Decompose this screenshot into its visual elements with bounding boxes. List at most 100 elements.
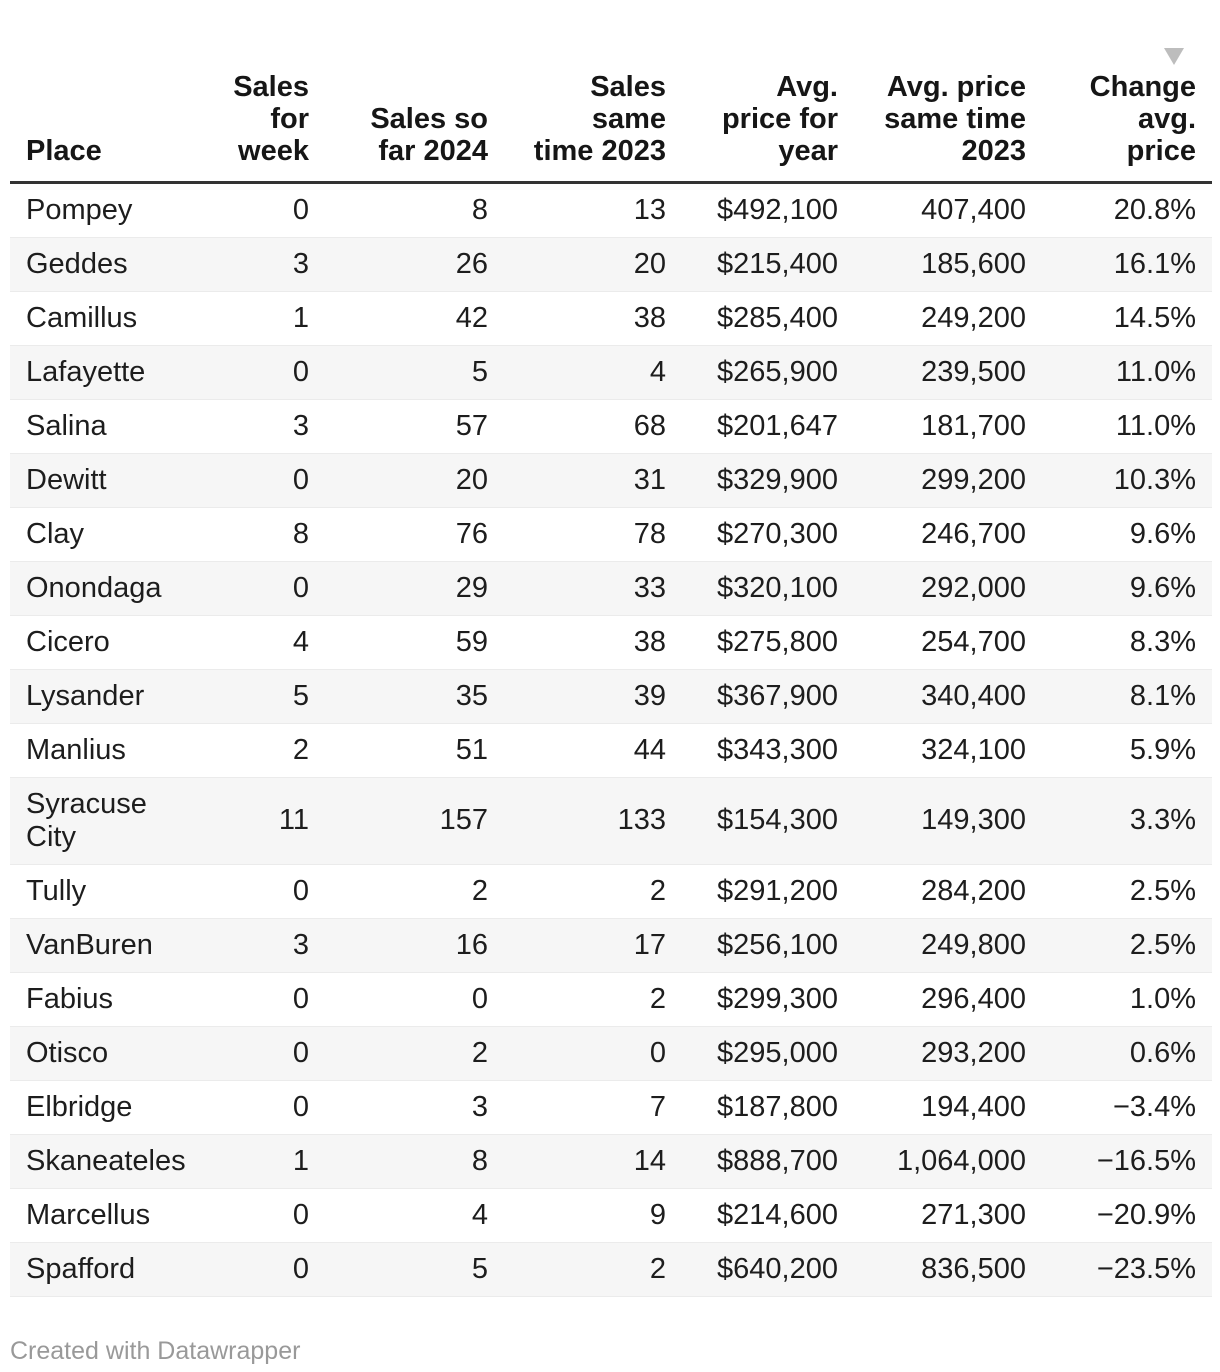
cell-place: Otisco — [10, 1026, 200, 1081]
cell-sales_so_far_2024: 35 — [325, 669, 504, 724]
cell-place: Syracuse City — [10, 777, 200, 865]
cell-change_avg_price: 8.3% — [1042, 615, 1212, 670]
cell-avg_price_same_time_2023: 271,300 — [854, 1188, 1042, 1243]
cell-avg_price_same_time_2023: 293,200 — [854, 1026, 1042, 1081]
cell-sales_so_far_2024: 59 — [325, 615, 504, 670]
column-header-avg-price-same-time-2023[interactable]: Avg. price same time 2023 — [854, 0, 1042, 184]
cell-change_avg_price: 1.0% — [1042, 972, 1212, 1027]
cell-change_avg_price: −20.9% — [1042, 1188, 1212, 1243]
cell-avg_price_same_time_2023: 292,000 — [854, 561, 1042, 616]
cell-sales_same_time_2023: 39 — [504, 669, 682, 724]
cell-place: VanBuren — [10, 918, 200, 973]
column-header-change-avg-price[interactable]: Change avg. price — [1042, 0, 1212, 184]
cell-sales_same_time_2023: 17 — [504, 918, 682, 973]
cell-avg_price_for_year: $285,400 — [682, 291, 854, 346]
column-header-avg-price-for-year[interactable]: Avg. price for year — [682, 0, 854, 184]
cell-sales_same_time_2023: 2 — [504, 972, 682, 1027]
table-row: Camillus 1 42 38 $285,400 249,200 14.5% — [10, 291, 1212, 346]
cell-avg_price_same_time_2023: 254,700 — [854, 615, 1042, 670]
cell-sales_so_far_2024: 2 — [325, 864, 504, 919]
cell-sales_for_week: 2 — [200, 723, 325, 778]
table-row: Otisco 0 2 0 $295,000 293,200 0.6% — [10, 1026, 1212, 1081]
cell-change_avg_price: 9.6% — [1042, 507, 1212, 562]
cell-change_avg_price: 0.6% — [1042, 1026, 1212, 1081]
column-header-label: Change avg. price — [1089, 70, 1196, 167]
column-header-sales-for-week[interactable]: Sales for week — [200, 0, 325, 184]
table-row: Dewitt 0 20 31 $329,900 299,200 10.3% — [10, 453, 1212, 508]
cell-change_avg_price: −23.5% — [1042, 1242, 1212, 1297]
table-row: Onondaga 0 29 33 $320,100 292,000 9.6% — [10, 561, 1212, 616]
cell-place: Pompey — [10, 182, 200, 238]
cell-place: Clay — [10, 507, 200, 562]
cell-sales_so_far_2024: 26 — [325, 237, 504, 292]
cell-avg_price_same_time_2023: 299,200 — [854, 453, 1042, 508]
cell-change_avg_price: 9.6% — [1042, 561, 1212, 616]
cell-sales_for_week: 11 — [200, 777, 325, 865]
cell-change_avg_price: 11.0% — [1042, 399, 1212, 454]
table-row: Syracuse City 11 157 133 $154,300 149,300 3.3% — [10, 777, 1212, 865]
cell-avg_price_same_time_2023: 284,200 — [854, 864, 1042, 919]
cell-avg_price_for_year: $888,700 — [682, 1134, 854, 1189]
cell-place: Geddes — [10, 237, 200, 292]
cell-change_avg_price: 11.0% — [1042, 345, 1212, 400]
cell-change_avg_price: 2.5% — [1042, 864, 1212, 919]
cell-sales_same_time_2023: 2 — [504, 1242, 682, 1297]
cell-avg_price_for_year: $343,300 — [682, 723, 854, 778]
cell-avg_price_same_time_2023: 239,500 — [854, 345, 1042, 400]
cell-change_avg_price: 10.3% — [1042, 453, 1212, 508]
cell-sales_for_week: 0 — [200, 1188, 325, 1243]
cell-sales_for_week: 0 — [200, 182, 325, 238]
cell-sales_same_time_2023: 14 — [504, 1134, 682, 1189]
cell-sales_so_far_2024: 20 — [325, 453, 504, 508]
cell-change_avg_price: −16.5% — [1042, 1134, 1212, 1189]
cell-sales_for_week: 3 — [200, 918, 325, 973]
cell-avg_price_same_time_2023: 296,400 — [854, 972, 1042, 1027]
cell-sales_so_far_2024: 29 — [325, 561, 504, 616]
cell-sales_so_far_2024: 51 — [325, 723, 504, 778]
cell-change_avg_price: 8.1% — [1042, 669, 1212, 724]
cell-avg_price_for_year: $265,900 — [682, 345, 854, 400]
cell-sales_for_week: 0 — [200, 345, 325, 400]
table-row: VanBuren 3 16 17 $256,100 249,800 2.5% — [10, 918, 1212, 973]
sort-descending-icon — [1164, 47, 1184, 65]
sales-table: Place Sales for week Sales so far 2024 S… — [10, 0, 1212, 1297]
table-body: Pompey 0 8 13 $492,100 407,400 20.8% Geddes 3 26 2… — [10, 182, 1212, 1297]
cell-sales_same_time_2023: 20 — [504, 237, 682, 292]
cell-sales_same_time_2023: 33 — [504, 561, 682, 616]
cell-avg_price_same_time_2023: 249,200 — [854, 291, 1042, 346]
table-row: Lysander 5 35 39 $367,900 340,400 8.1% — [10, 669, 1212, 724]
column-header-place[interactable]: Place — [10, 0, 200, 184]
cell-place: Lafayette — [10, 345, 200, 400]
cell-sales_for_week: 0 — [200, 561, 325, 616]
cell-place: Elbridge — [10, 1080, 200, 1135]
cell-change_avg_price: −3.4% — [1042, 1080, 1212, 1135]
column-header-sales-so-far-2024[interactable]: Sales so far 2024 — [325, 0, 504, 184]
cell-place: Fabius — [10, 972, 200, 1027]
cell-sales_for_week: 0 — [200, 864, 325, 919]
cell-place: Tully — [10, 864, 200, 919]
cell-sales_so_far_2024: 16 — [325, 918, 504, 973]
table-row: Lafayette 0 5 4 $265,900 239,500 11.0% — [10, 345, 1212, 400]
cell-avg_price_for_year: $299,300 — [682, 972, 854, 1027]
footer: Created with Datawrapper — [10, 1337, 1212, 1366]
cell-avg_price_for_year: $201,647 — [682, 399, 854, 454]
cell-sales_so_far_2024: 0 — [325, 972, 504, 1027]
cell-change_avg_price: 3.3% — [1042, 777, 1212, 865]
cell-place: Cicero — [10, 615, 200, 670]
cell-change_avg_price: 2.5% — [1042, 918, 1212, 973]
cell-change_avg_price: 16.1% — [1042, 237, 1212, 292]
cell-avg_price_for_year: $270,300 — [682, 507, 854, 562]
table-row: Fabius 0 0 2 $299,300 296,400 1.0% — [10, 972, 1212, 1027]
cell-sales_so_far_2024: 3 — [325, 1080, 504, 1135]
cell-change_avg_price: 14.5% — [1042, 291, 1212, 346]
cell-avg_price_for_year: $291,200 — [682, 864, 854, 919]
datawrapper-credit-link[interactable]: Created with Datawrapper — [10, 1336, 301, 1365]
column-header-sales-same-time-2023[interactable]: Sales same time 2023 — [504, 0, 682, 184]
cell-place: Marcellus — [10, 1188, 200, 1243]
cell-avg_price_for_year: $214,600 — [682, 1188, 854, 1243]
cell-place: Manlius — [10, 723, 200, 778]
cell-avg_price_for_year: $367,900 — [682, 669, 854, 724]
cell-place: Lysander — [10, 669, 200, 724]
table-row: Salina 3 57 68 $201,647 181,700 11.0% — [10, 399, 1212, 454]
cell-sales_so_far_2024: 2 — [325, 1026, 504, 1081]
